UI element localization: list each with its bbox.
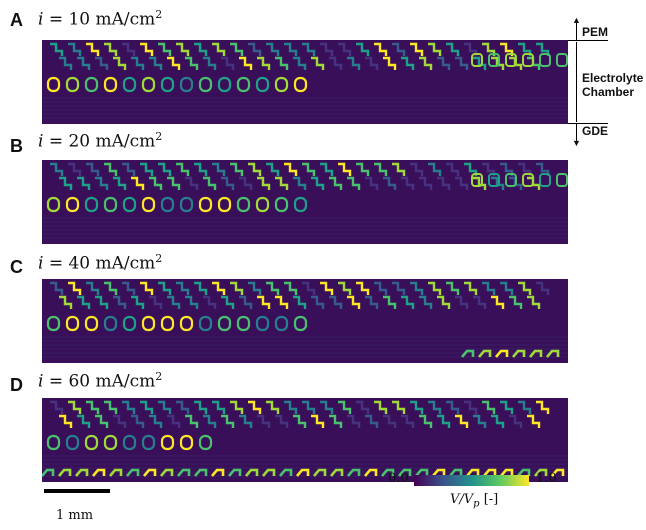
panel-image-b (42, 160, 568, 244)
panel-letter-b: B (10, 136, 23, 156)
pem-arrow-head: ▲ (572, 15, 581, 25)
colorbar (414, 475, 529, 486)
electrolyte-chamber-label: Electrolyte Chamber (582, 71, 643, 99)
colorbar-axis-label: V/Vp [-] (450, 492, 498, 510)
panel-letter-a: A (10, 10, 23, 30)
panel-letter-d: D (10, 375, 23, 395)
panel-image-a (42, 40, 568, 124)
current-density-label-c: i = 40 mA/cm2 (38, 252, 162, 274)
current-value: = 40 mA/cm (48, 253, 156, 274)
scale-bar-label: 1 mm (56, 508, 94, 523)
current-value: = 60 mA/cm (48, 371, 156, 392)
electrolyte-label: Electrolyte (582, 71, 644, 85)
colorbar-symbol: V/V (450, 492, 474, 507)
current-symbol: i (38, 9, 44, 30)
unit-exponent: 2 (155, 252, 163, 265)
gde-boundary-line (568, 123, 608, 124)
current-symbol: i (38, 253, 44, 274)
current-value: = 20 mA/cm (48, 131, 156, 152)
unit-exponent: 2 (155, 130, 163, 143)
panel-letter-c: C (10, 257, 23, 277)
panel-image-d (42, 398, 568, 482)
unit-exponent: 2 (155, 8, 163, 21)
gde-arrow-head: ▼ (572, 138, 581, 148)
current-symbol: i (38, 131, 44, 152)
chamber-arrow-line (576, 42, 577, 122)
colorbar-min-label: 0.0 (388, 471, 409, 486)
pem-arrow-line (576, 20, 577, 40)
gde-label: GDE (582, 124, 609, 138)
pem-boundary-line (568, 40, 608, 41)
chamber-label: Chamber (582, 85, 635, 99)
current-density-label-b: i = 20 mA/cm2 (38, 130, 162, 152)
panel-image-c (42, 279, 568, 363)
unit-exponent: 2 (155, 370, 163, 383)
scale-bar (44, 489, 110, 493)
colorbar-max-label: 1.0 (536, 471, 557, 486)
current-density-label-a: i = 10 mA/cm2 (38, 8, 162, 30)
pem-label: PEM (582, 25, 609, 39)
current-density-label-d: i = 60 mA/cm2 (38, 370, 162, 392)
current-symbol: i (38, 371, 44, 392)
current-value: = 10 mA/cm (48, 9, 156, 30)
colorbar-subscript: p (473, 498, 480, 510)
gde-arrow-line (576, 124, 577, 144)
colorbar-unit: [-] (483, 492, 499, 507)
